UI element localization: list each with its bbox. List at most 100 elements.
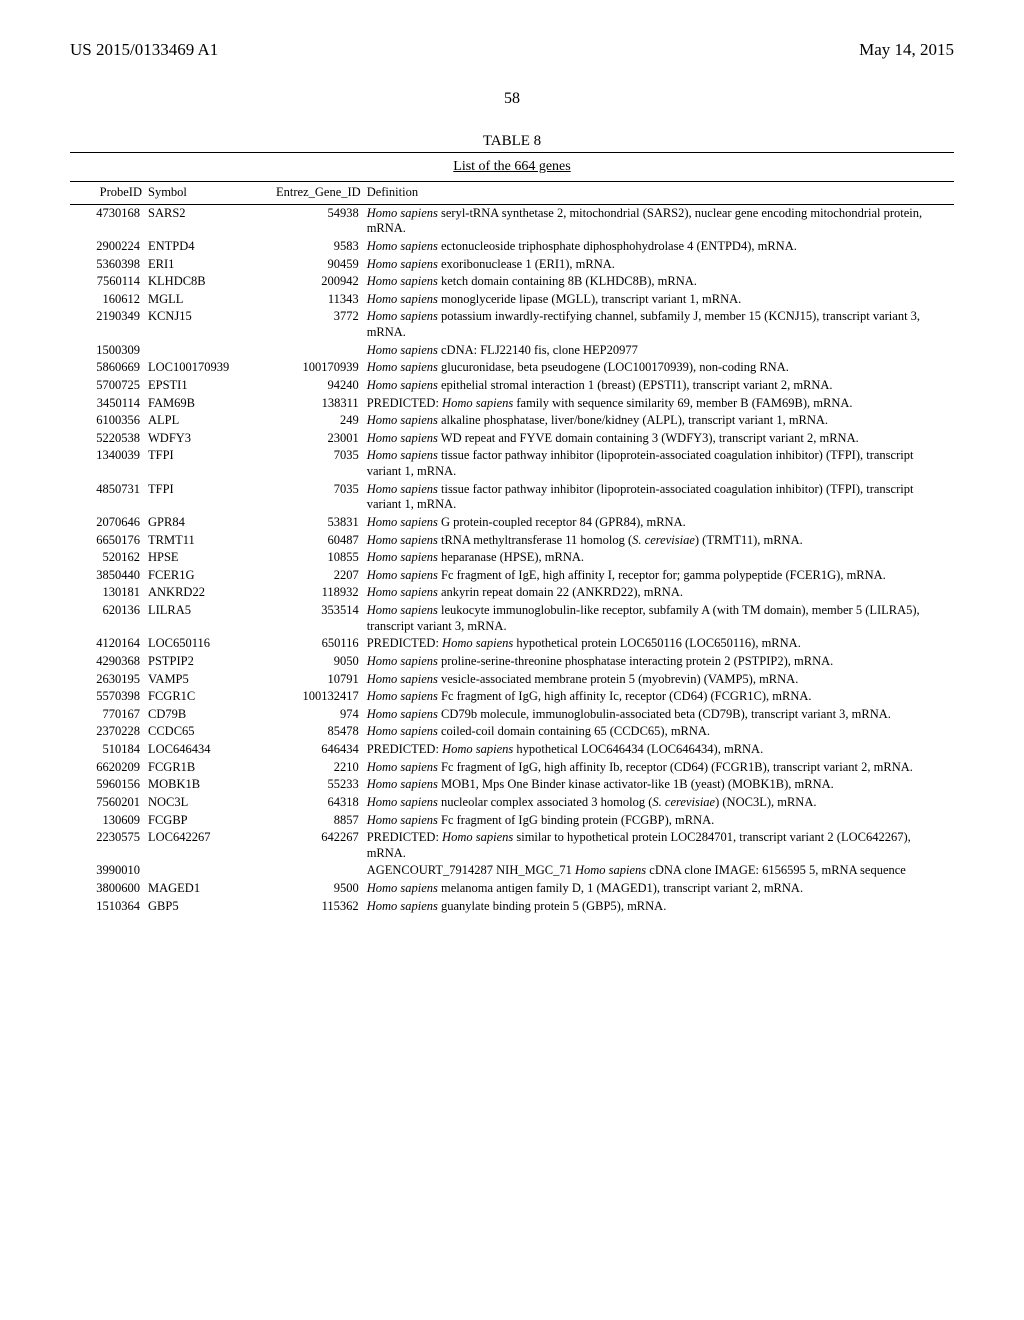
cell-entrez: 9050 [276, 653, 367, 671]
cell-definition: Homo sapiens tissue factor pathway inhib… [367, 481, 954, 514]
table-row: 6100356ALPL249Homo sapiens alkaline phos… [70, 412, 954, 430]
cell-probeid: 6100356 [70, 412, 148, 430]
cell-probeid: 130609 [70, 812, 148, 830]
table-row: 4850731TFPI7035Homo sapiens tissue facto… [70, 481, 954, 514]
cell-probeid: 4730168 [70, 204, 148, 238]
cell-symbol: FCGR1C [148, 688, 276, 706]
cell-entrez: 353514 [276, 602, 367, 635]
cell-symbol: PSTPIP2 [148, 653, 276, 671]
cell-definition: Homo sapiens leukocyte immunoglobulin-li… [367, 602, 954, 635]
cell-definition: Homo sapiens ketch domain containing 8B … [367, 273, 954, 291]
cell-entrez: 642267 [276, 829, 367, 862]
table-row: 5360398ERI190459Homo sapiens exoribonucl… [70, 256, 954, 274]
table-row: 3800600MAGED19500Homo sapiens melanoma a… [70, 880, 954, 898]
cell-probeid: 5700725 [70, 377, 148, 395]
cell-probeid: 1510364 [70, 898, 148, 916]
cell-symbol [148, 862, 276, 880]
cell-definition: Homo sapiens ankyrin repeat domain 22 (A… [367, 584, 954, 602]
cell-entrez: 100170939 [276, 359, 367, 377]
cell-definition: Homo sapiens melanoma antigen family D, … [367, 880, 954, 898]
cell-definition: Homo sapiens guanylate binding protein 5… [367, 898, 954, 916]
cell-entrez: 115362 [276, 898, 367, 916]
cell-entrez: 646434 [276, 741, 367, 759]
table-row: 770167CD79B974Homo sapiens CD79b molecul… [70, 706, 954, 724]
cell-probeid: 1500309 [70, 342, 148, 360]
cell-entrez: 60487 [276, 532, 367, 550]
table-row: 1340039TFPI7035Homo sapiens tissue facto… [70, 447, 954, 480]
cell-symbol: GPR84 [148, 514, 276, 532]
cell-probeid: 5570398 [70, 688, 148, 706]
cell-symbol: NOC3L [148, 794, 276, 812]
cell-definition: Homo sapiens glucuronidase, beta pseudog… [367, 359, 954, 377]
cell-symbol: MAGED1 [148, 880, 276, 898]
cell-definition: Homo sapiens tRNA methyltransferase 11 h… [367, 532, 954, 550]
cell-probeid: 4850731 [70, 481, 148, 514]
table-row: 7560114KLHDC8B200942Homo sapiens ketch d… [70, 273, 954, 291]
table-row: 5860669LOC100170939100170939Homo sapiens… [70, 359, 954, 377]
col-symbol: Symbol [148, 182, 276, 205]
cell-symbol [148, 342, 276, 360]
cell-entrez [276, 342, 367, 360]
cell-definition: PREDICTED: Homo sapiens hypothetical LOC… [367, 741, 954, 759]
cell-probeid: 3450114 [70, 395, 148, 413]
col-definition: Definition [367, 182, 954, 205]
patent-page: US 2015/0133469 A1 May 14, 2015 58 TABLE… [0, 0, 1024, 975]
cell-entrez: 7035 [276, 447, 367, 480]
table-row: 4290368PSTPIP29050Homo sapiens proline-s… [70, 653, 954, 671]
cell-entrez: 8857 [276, 812, 367, 830]
table-row: 6650176TRMT1160487Homo sapiens tRNA meth… [70, 532, 954, 550]
table-row: 5220538WDFY323001Homo sapiens WD repeat … [70, 430, 954, 448]
table-row: 2230575LOC642267642267PREDICTED: Homo sa… [70, 829, 954, 862]
cell-symbol: ENTPD4 [148, 238, 276, 256]
table-row: 1510364GBP5115362Homo sapiens guanylate … [70, 898, 954, 916]
cell-definition: Homo sapiens seryl-tRNA synthetase 2, mi… [367, 204, 954, 238]
cell-symbol: KCNJ15 [148, 308, 276, 341]
cell-entrez: 974 [276, 706, 367, 724]
cell-entrez: 53831 [276, 514, 367, 532]
cell-definition: Homo sapiens nucleolar complex associate… [367, 794, 954, 812]
cell-symbol: FCGBP [148, 812, 276, 830]
cell-definition: Homo sapiens Fc fragment of IgG, high af… [367, 759, 954, 777]
cell-symbol: FAM69B [148, 395, 276, 413]
cell-symbol: MGLL [148, 291, 276, 309]
cell-symbol: EPSTI1 [148, 377, 276, 395]
cell-entrez: 7035 [276, 481, 367, 514]
cell-entrez: 138311 [276, 395, 367, 413]
cell-probeid: 3990010 [70, 862, 148, 880]
cell-symbol: MOBK1B [148, 776, 276, 794]
col-probeid: ProbeID [70, 182, 148, 205]
table-row: 5570398FCGR1C100132417Homo sapiens Fc fr… [70, 688, 954, 706]
table-row: 2190349KCNJ153772Homo sapiens potassium … [70, 308, 954, 341]
cell-probeid: 3850440 [70, 567, 148, 585]
cell-definition: Homo sapiens CD79b molecule, immunoglobu… [367, 706, 954, 724]
cell-symbol: ERI1 [148, 256, 276, 274]
table-row: 4120164LOC650116650116PREDICTED: Homo sa… [70, 635, 954, 653]
cell-probeid: 770167 [70, 706, 148, 724]
table-row: 3990010AGENCOURT_7914287 NIH_MGC_71 Homo… [70, 862, 954, 880]
page-number: 58 [70, 90, 954, 108]
cell-entrez: 11343 [276, 291, 367, 309]
cell-entrez [276, 862, 367, 880]
table-row: 510184LOC646434646434PREDICTED: Homo sap… [70, 741, 954, 759]
table-top-rule [70, 152, 954, 153]
cell-probeid: 620136 [70, 602, 148, 635]
cell-probeid: 6620209 [70, 759, 148, 777]
col-entrez: Entrez_Gene_ID [276, 182, 367, 205]
table-row: 4730168SARS254938Homo sapiens seryl-tRNA… [70, 204, 954, 238]
cell-symbol: HPSE [148, 549, 276, 567]
table-row: 130181ANKRD22118932Homo sapiens ankyrin … [70, 584, 954, 602]
cell-symbol: LOC100170939 [148, 359, 276, 377]
cell-probeid: 7560114 [70, 273, 148, 291]
cell-probeid: 5220538 [70, 430, 148, 448]
cell-probeid: 520162 [70, 549, 148, 567]
cell-probeid: 5960156 [70, 776, 148, 794]
cell-entrez: 64318 [276, 794, 367, 812]
cell-entrez: 9583 [276, 238, 367, 256]
cell-probeid: 2230575 [70, 829, 148, 862]
cell-symbol: SARS2 [148, 204, 276, 238]
cell-probeid: 2070646 [70, 514, 148, 532]
cell-definition: PREDICTED: Homo sapiens hypothetical pro… [367, 635, 954, 653]
cell-entrez: 23001 [276, 430, 367, 448]
cell-definition: PREDICTED: Homo sapiens similar to hypot… [367, 829, 954, 862]
table-row: 1500309Homo sapiens cDNA: FLJ22140 fis, … [70, 342, 954, 360]
